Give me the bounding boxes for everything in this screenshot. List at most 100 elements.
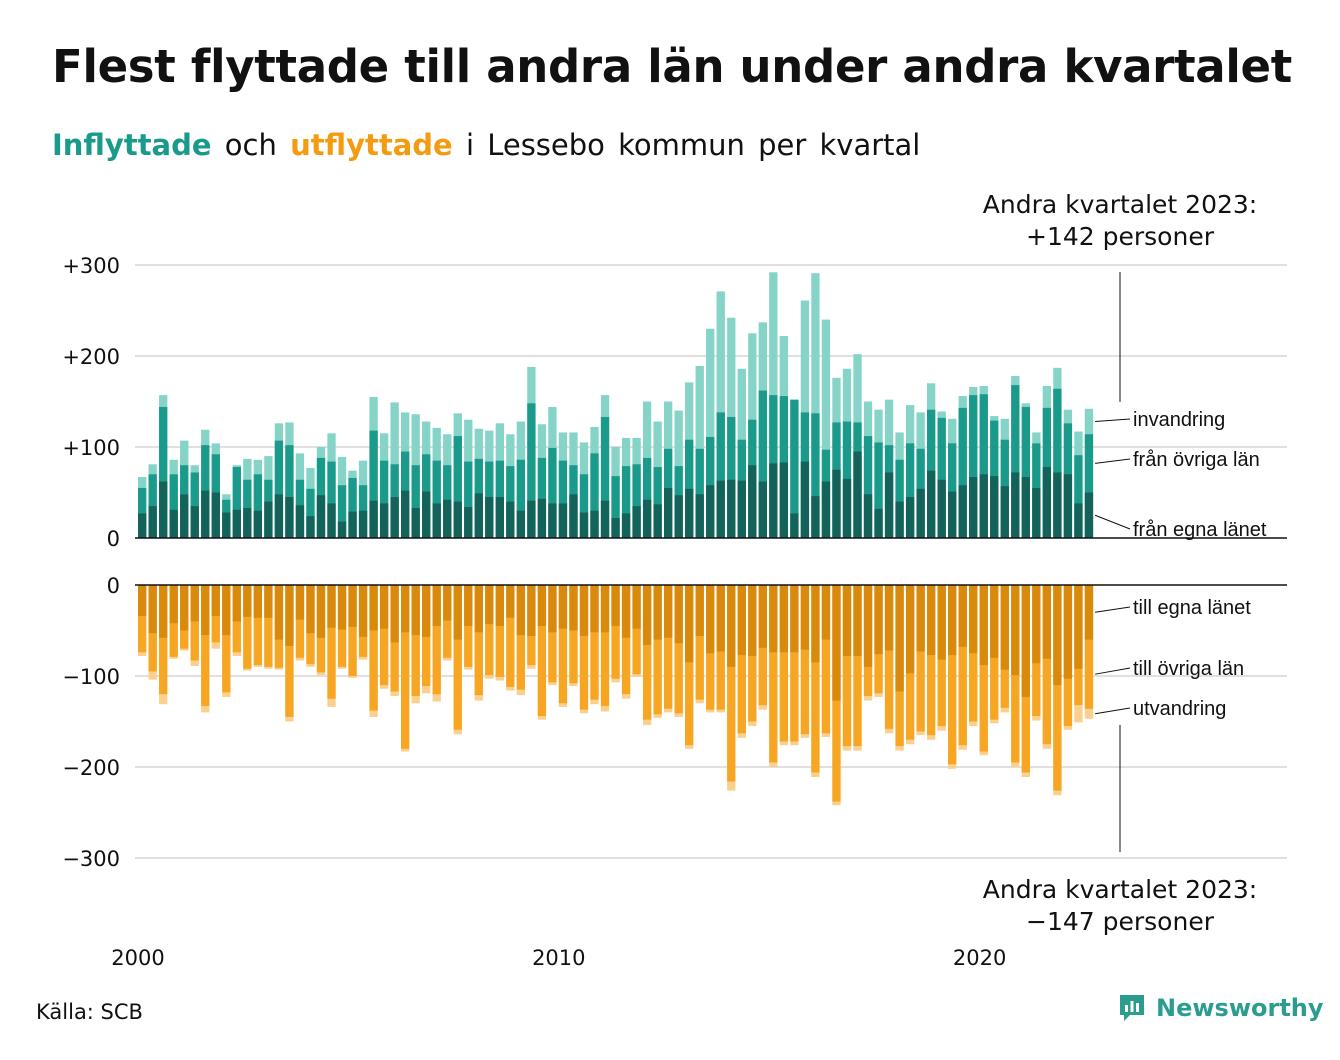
bar-in-own-county [737,480,746,538]
bar-in-other-counties [579,474,589,538]
bar-in-own-county [706,485,715,538]
legend-out-label: till egna länet [1133,597,1251,619]
bar-out-own-county [769,585,778,653]
bar-out-own-county [832,585,841,701]
bar-in-own-county [401,490,410,538]
page-title: Flest flyttade till andra län under andr… [52,40,1292,93]
bar-in-other-counties [642,457,652,538]
bar-out-own-county [969,585,978,654]
bar-out-own-county [948,585,957,656]
y-axis-labels: +300 +200 +100 0 0 −100 −200 −300 [62,254,120,871]
bar-out-other-counties [611,585,620,679]
bar-in-other-counties [1053,388,1062,538]
newsworthy-logo: Newsworthy [1118,993,1324,1023]
bar-out-other-counties [516,585,526,690]
newsworthy-logo-icon [1120,995,1144,1021]
bar-in-own-county [295,505,305,538]
bar-out-own-county [1000,585,1009,670]
bar-in-own-county [222,512,231,538]
legend-leader-in [1094,514,1131,530]
y-tick-label-bottom: −100 [62,665,120,689]
bar-in-own-county [548,503,557,538]
legend-leader-out [1095,707,1131,715]
bar-out-own-county [706,585,715,654]
bar-out-other-counties [821,585,831,734]
bar-in-own-county [443,499,452,538]
legend-in-label: från egna länet [1133,519,1267,541]
legend-in-label: från övriga län [1133,449,1260,471]
bar-in-other-counties [653,467,662,538]
bar-out-other-counties [453,585,462,730]
bar-out-own-county [1032,585,1041,664]
bar-in-own-county [348,511,357,538]
source-note: Källa: SCB [36,1000,143,1024]
bar-out-own-county [737,585,746,656]
bar-out-other-counties [474,585,483,696]
bar-out-own-county [853,585,862,656]
legend-leader-in [1095,418,1131,423]
bar-in-own-county [990,476,999,538]
bar-out-own-county [916,585,925,652]
bar-in-own-county [674,495,683,538]
bar-in-other-counties [190,472,199,538]
bar-in-own-county [516,510,526,538]
bar-out-other-counties [222,585,231,693]
bar-out-other-counties [1042,585,1052,745]
bar-in-own-county [642,499,652,538]
bar-in-own-county [358,510,368,538]
bar-out-own-county [579,585,589,636]
bar-in-own-county [884,472,894,538]
bar-out-other-counties [348,585,357,676]
inflow-bars [138,272,1094,538]
annotations: Andra kvartalet 2023: +142 personer Andr… [983,190,1257,936]
bar-out-own-county [401,585,410,633]
bar-in-own-county [1084,492,1094,538]
y-tick-label-bottom: 0 [107,574,120,598]
bar-in-own-county [558,503,568,538]
bar-out-other-counties [916,585,925,732]
legend-in-label: invandring [1133,409,1225,431]
bar-in-own-county [1000,486,1009,538]
bar-in-other-counties [937,417,946,538]
bar-out-own-county [306,585,315,634]
bar-out-other-counties [632,585,641,675]
subtitle-och: och [224,128,277,162]
bar-out-other-counties [664,585,673,709]
x-tick-label: 2010 [532,946,585,970]
bar-in-own-county [369,500,378,538]
bar-out-other-counties [506,585,515,687]
bar-out-other-counties [884,585,894,729]
bar-in-own-county [695,494,704,538]
inflow-legend: invandring från övriga län från egna länet [1094,409,1267,541]
bar-in-own-county [1042,467,1052,538]
subtitle-utflyttade: utflyttade [290,128,453,162]
bar-in-other-counties [537,457,547,538]
bar-out-own-county [958,585,967,647]
bar-in-other-counties [548,447,557,538]
bar-out-other-counties [190,585,199,661]
bar-out-own-county [506,585,515,618]
y-tick-label-top: 0 [107,527,120,551]
bar-in-own-county [905,497,915,538]
bar-out-own-county [432,585,441,626]
bar-out-own-county [716,585,725,652]
bar-in-other-counties [169,474,178,538]
bar-in-own-county [769,463,778,538]
bar-in-own-county [916,488,925,538]
bar-out-own-county [243,585,252,617]
bar-in-own-county [390,497,399,538]
bar-in-other-counties [453,436,462,538]
bar-out-own-county [411,585,420,636]
bar-out-other-counties [485,585,494,676]
bar-in-own-county [379,503,389,538]
bar-in-own-county [432,503,441,538]
bar-in-own-county [190,506,199,538]
bar-out-other-counties [948,585,957,765]
bar-in-own-county [779,462,789,538]
bar-in-own-county [853,451,862,538]
bar-out-own-county [1084,585,1094,640]
x-axis-labels: 2000 2010 2020 [111,946,1006,970]
bar-out-own-county [695,585,704,636]
bar-in-own-county [506,501,515,538]
bar-out-own-county [632,585,641,629]
